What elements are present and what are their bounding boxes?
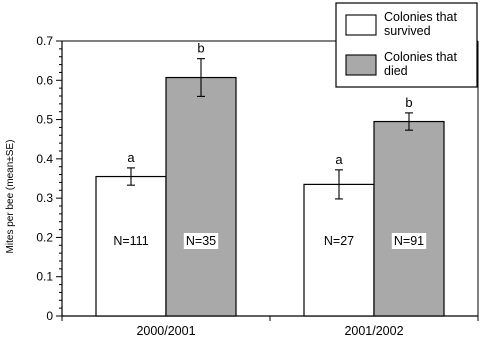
- y-tick-label: 0.5: [36, 113, 53, 127]
- y-tick-label: 0.4: [36, 152, 53, 166]
- legend-label: survived: [384, 24, 431, 38]
- axes: 0 0.1 0.2 0.3 0.4 0.5 0.6 0.7 Mites per bee (mea…: [5, 34, 479, 338]
- legend-label: Colonies that: [384, 10, 457, 24]
- y-axis-label: Mites per bee (mean±SE): [5, 140, 16, 254]
- y-tick-label: 0.3: [36, 191, 53, 205]
- n-label: N=27: [324, 234, 354, 248]
- bars: [95, 58, 445, 317]
- bar-died: [165, 76, 237, 317]
- significance-letter: b: [197, 41, 204, 56]
- labels: a N=111 a N=27 b N=35 b N=91: [113, 41, 427, 249]
- legend-swatch: [345, 14, 377, 36]
- y-tick-label: 0.7: [36, 34, 53, 48]
- y-tick-label: 0.2: [36, 230, 53, 244]
- n-label-background: [183, 233, 219, 249]
- significance-letter: b: [405, 95, 412, 110]
- y-tick-label: 0: [46, 309, 53, 323]
- n-label: N=111: [113, 234, 148, 248]
- y-tick-label: 0.1: [36, 270, 53, 284]
- bar-survived: [95, 175, 167, 317]
- bar-survived: [303, 183, 375, 317]
- n-label: N=35: [186, 234, 216, 248]
- y-tick-label: 0.6: [36, 73, 53, 87]
- n-label: N=91: [394, 234, 424, 248]
- x-category-label: 2001/2002: [344, 324, 403, 338]
- significance-letter: a: [127, 150, 135, 165]
- significance-letter: a: [335, 152, 343, 167]
- legend-label: Colonies that: [384, 50, 457, 64]
- legend-label: died: [384, 64, 408, 78]
- legend-swatch: [345, 54, 377, 76]
- n-label-background: [391, 233, 427, 249]
- bar-died: [373, 120, 445, 317]
- x-category-label: 2000/2001: [136, 324, 195, 338]
